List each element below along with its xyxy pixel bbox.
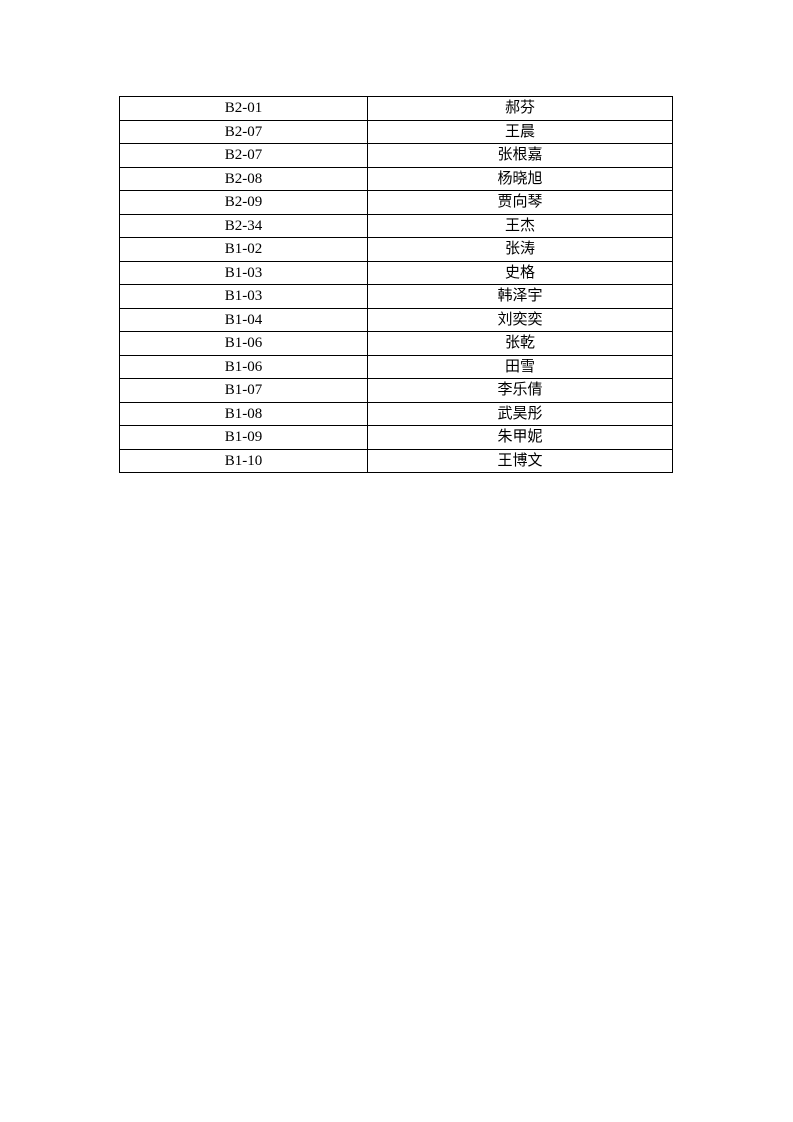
table-row: B2-08 杨晓旭 <box>119 166 673 191</box>
name-cell: 郝芬 <box>367 96 673 121</box>
name-cell: 贾向琴 <box>367 190 673 215</box>
name-cell: 王晨 <box>367 119 673 144</box>
code-cell: B1-09 <box>119 425 368 450</box>
name-cell: 刘奕奕 <box>367 307 673 332</box>
name-cell: 王杰 <box>367 213 673 238</box>
name-cell: 张涛 <box>367 237 673 262</box>
name-cell: 李乐倩 <box>367 378 673 403</box>
code-cell: B1-10 <box>119 448 368 473</box>
code-cell: B1-06 <box>119 354 368 379</box>
table-row: B2-01 郝芬 <box>119 96 673 121</box>
table-row: B1-03 韩泽宇 <box>119 284 673 309</box>
name-cell: 张根嘉 <box>367 143 673 168</box>
table-row: B2-34 王杰 <box>119 213 673 238</box>
code-cell: B1-08 <box>119 401 368 426</box>
code-cell: B1-06 <box>119 331 368 356</box>
code-cell: B2-34 <box>119 213 368 238</box>
name-cell: 张乾 <box>367 331 673 356</box>
code-cell: B1-07 <box>119 378 368 403</box>
code-cell: B1-03 <box>119 260 368 285</box>
table-row: B1-04 刘奕奕 <box>119 307 673 332</box>
code-cell: B2-01 <box>119 96 368 121</box>
table-row: B1-09 朱甲妮 <box>119 425 673 450</box>
name-cell: 史格 <box>367 260 673 285</box>
name-cell: 朱甲妮 <box>367 425 673 450</box>
table-row: B2-07 王晨 <box>119 119 673 144</box>
table-row: B1-06 田雪 <box>119 354 673 379</box>
name-cell: 韩泽宇 <box>367 284 673 309</box>
code-cell: B2-08 <box>119 166 368 191</box>
code-cell: B1-02 <box>119 237 368 262</box>
roster-table-body: B2-01 郝芬 B2-07 王晨 B2-07 张根嘉 B2-08 杨晓旭 <box>119 96 673 473</box>
code-cell: B2-07 <box>119 143 368 168</box>
table-row: B2-09 贾向琴 <box>119 190 673 215</box>
table-row: B1-02 张涛 <box>119 237 673 262</box>
roster-table: B2-01 郝芬 B2-07 王晨 B2-07 张根嘉 B2-08 杨晓旭 <box>119 96 673 473</box>
name-cell: 王博文 <box>367 448 673 473</box>
table-row: B1-10 王博文 <box>119 448 673 473</box>
table-row: B1-03 史格 <box>119 260 673 285</box>
name-cell: 杨晓旭 <box>367 166 673 191</box>
code-cell: B1-03 <box>119 284 368 309</box>
table-row: B1-07 李乐倩 <box>119 378 673 403</box>
table-row: B1-06 张乾 <box>119 331 673 356</box>
table-row: B2-07 张根嘉 <box>119 143 673 168</box>
name-cell: 田雪 <box>367 354 673 379</box>
code-cell: B1-04 <box>119 307 368 332</box>
table-row: B1-08 武昊彤 <box>119 401 673 426</box>
code-cell: B2-09 <box>119 190 368 215</box>
code-cell: B2-07 <box>119 119 368 144</box>
name-cell: 武昊彤 <box>367 401 673 426</box>
